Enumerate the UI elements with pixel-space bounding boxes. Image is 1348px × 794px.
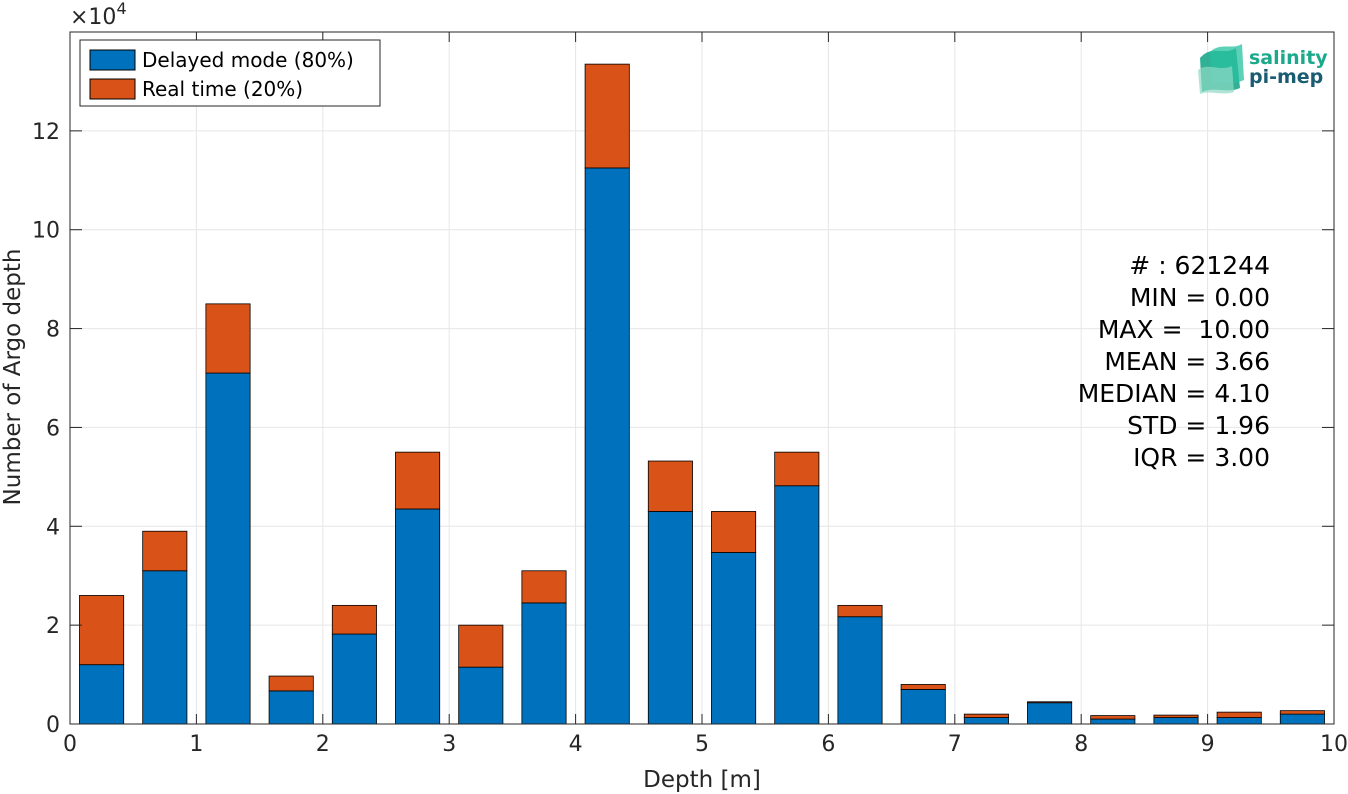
x-tick-label: 6 [821, 732, 835, 757]
stat-iqr: IQR = 3.00 [1133, 443, 1270, 472]
stat-mean: MEAN = 3.66 [1104, 347, 1270, 376]
y-tick-label: 8 [46, 318, 60, 343]
bar-delayed-mode [395, 508, 441, 725]
stat-max: MAX = 10.00 [1098, 315, 1270, 344]
x-tick-label: 9 [1201, 732, 1215, 757]
bar-real-time [458, 624, 504, 668]
bar-delayed-mode [521, 602, 567, 725]
bar-delayed-mode [837, 616, 883, 725]
bar-real-time [1090, 715, 1136, 720]
y-tick-label: 4 [46, 515, 60, 540]
y-tick-label: 0 [46, 713, 60, 738]
bars [79, 63, 1325, 725]
y-tick-label: 2 [46, 614, 60, 639]
stat-count: # : 621244 [1129, 251, 1270, 280]
x-tick-label: 1 [189, 732, 203, 757]
stat-std: STD = 1.96 [1127, 411, 1270, 440]
x-tick-label: 10 [1320, 732, 1348, 757]
logo-wave-icon [1198, 44, 1244, 94]
x-tick-label: 8 [1074, 732, 1088, 757]
stat-min: MIN = 0.00 [1130, 283, 1270, 312]
bar-delayed-mode [1153, 717, 1199, 725]
bar-real-time [837, 604, 883, 618]
legend-label-delayed: Delayed mode (80%) [142, 48, 354, 72]
bar-delayed-mode [458, 666, 504, 725]
bar-delayed-mode [79, 664, 125, 725]
bar-delayed-mode [900, 689, 946, 725]
legend-swatch-delayed [89, 49, 136, 71]
stat-median: MEDIAN = 4.10 [1078, 379, 1270, 408]
bar-delayed-mode [331, 633, 377, 725]
grid-lines [69, 32, 1335, 725]
bar-real-time [963, 713, 1009, 718]
legend-label-realtime: Real time (20%) [142, 77, 303, 101]
bar-delayed-mode [205, 372, 251, 725]
bar-real-time [79, 595, 125, 666]
bar-delayed-mode [1027, 702, 1073, 725]
bar-real-time [395, 451, 441, 510]
bar-real-time [521, 570, 567, 604]
x-tick-label: 2 [316, 732, 330, 757]
bar-real-time [584, 63, 630, 169]
bar-real-time [268, 675, 314, 692]
bar-delayed-mode [1216, 717, 1262, 725]
x-tick-label: 5 [695, 732, 709, 757]
bar-delayed-mode [1090, 718, 1136, 725]
x-axis-label: Depth [m] [643, 767, 761, 793]
bar-real-time [331, 604, 377, 635]
bar-real-time [205, 303, 251, 374]
bar-delayed-mode [647, 511, 693, 725]
bar-real-time [1279, 710, 1325, 715]
x-tick-label: 4 [569, 732, 583, 757]
x-tick-label: 3 [442, 732, 456, 757]
bar-delayed-mode [268, 690, 314, 725]
bar-delayed-mode [774, 485, 820, 725]
bar-delayed-mode [711, 552, 757, 725]
bar-delayed-mode [1279, 713, 1325, 725]
bar-real-time [1027, 701, 1073, 704]
y-axis-label: Number of Argo depth [0, 249, 26, 506]
bar-delayed-mode [584, 167, 630, 725]
y-tick-label: 10 [32, 219, 60, 244]
bar-real-time [711, 511, 757, 553]
bar-real-time [647, 460, 693, 512]
y-tick-label: 12 [32, 120, 60, 145]
y-tick-label: 6 [46, 416, 60, 441]
legend: Delayed mode (80%) Real time (20%) [79, 39, 381, 107]
logo-text-salinity: salinity [1249, 47, 1328, 69]
x-tick-label: 0 [63, 732, 77, 757]
bar-real-time [1153, 714, 1199, 718]
y-axis-exponent: ×104 [70, 0, 127, 30]
bar-real-time [1216, 711, 1262, 718]
salinity-pimep-logo: salinity pi-mep [1198, 44, 1328, 94]
legend-swatch-realtime [89, 78, 136, 100]
bar-delayed-mode [963, 717, 1009, 725]
stats-box: # : 621244 MIN = 0.00 MAX = 10.00 MEAN =… [1078, 251, 1270, 472]
bar-delayed-mode [142, 570, 188, 725]
bar-real-time [142, 530, 188, 572]
logo-text-pimep: pi-mep [1249, 66, 1323, 88]
bar-real-time [900, 684, 946, 690]
x-tick-label: 7 [948, 732, 962, 757]
bar-real-time [774, 451, 820, 487]
